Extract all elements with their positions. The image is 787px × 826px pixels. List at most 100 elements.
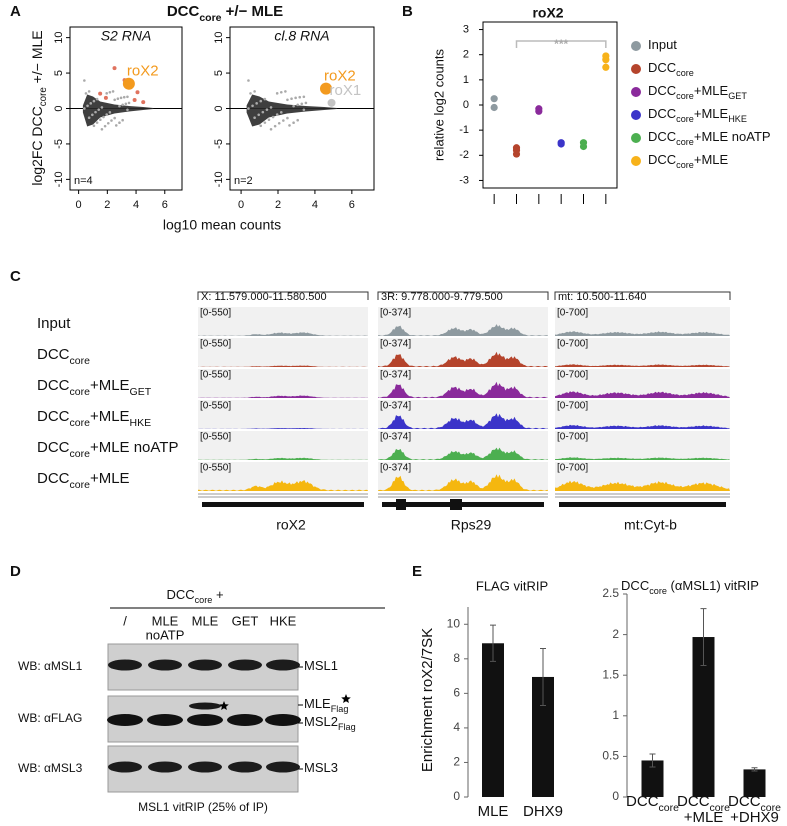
text-segment: DCC [37, 439, 70, 456]
background-point [126, 108, 129, 112]
background-point [84, 92, 88, 95]
background-point [296, 118, 299, 122]
text-segment: MSL3 [304, 760, 338, 775]
background-point [277, 121, 281, 125]
subscript: HKE [130, 417, 152, 429]
protein-band [227, 714, 263, 726]
lane-label: MLE [192, 613, 219, 628]
text-segment: DCC [167, 3, 200, 20]
sample-label: DCCcore [37, 346, 90, 367]
background-point [97, 108, 101, 111]
coverage-track [378, 447, 548, 460]
highlight-point [132, 97, 137, 102]
y-tick-label: 1 [612, 708, 619, 722]
sample-label: DCCcore+MLE [37, 470, 130, 491]
y-tick-label: 10 [53, 32, 65, 44]
legend-label: Input [648, 37, 677, 52]
subscript: GET [728, 91, 747, 101]
panel-label: C [10, 268, 21, 285]
star-icon [341, 694, 351, 703]
track-background [555, 431, 730, 460]
protein-band [265, 714, 301, 726]
text-segment: +MLE [90, 408, 130, 425]
track-range: [0-374] [380, 432, 411, 443]
highlight-point [98, 91, 103, 96]
text-segment: +MLE [694, 152, 729, 167]
subscript: core [761, 802, 782, 814]
text-segment: +MLE noATP [694, 129, 771, 144]
band-label: MSL3 [304, 760, 338, 775]
background-point [265, 108, 269, 111]
track-range: [0-374] [380, 463, 411, 474]
significance-label: *** [554, 37, 568, 51]
protein-band [148, 761, 182, 773]
track-range: [0-700] [557, 401, 588, 412]
replicate-point [490, 103, 498, 112]
background-point [122, 95, 126, 99]
sample-label: DCCcore+MLE noATP [37, 439, 178, 460]
x-tick-label: 6 [349, 199, 355, 211]
background-point [108, 90, 112, 94]
star-icon [219, 701, 229, 710]
legend-swatch [631, 87, 641, 97]
panel-label: A [10, 3, 21, 20]
text-segment: DCC [648, 60, 676, 75]
replicate-point [535, 107, 543, 115]
region-coords: mt: 10.500-11.640 [558, 291, 646, 303]
x-tick-label: DCCcore [626, 793, 679, 814]
y-tick-label: 2 [463, 49, 469, 61]
coverage-track [198, 457, 368, 460]
gene-name: roX2 [276, 517, 306, 533]
subscript: core [676, 91, 694, 101]
y-axis-label: Enrichment roX2/7SK [419, 628, 436, 772]
replicate-point [602, 56, 610, 64]
plot-subtitle: cl.8 RNA [274, 28, 329, 44]
subscript: core [70, 448, 91, 460]
coverage-track [555, 391, 730, 398]
exon [396, 499, 406, 510]
subscript: core [70, 479, 91, 491]
gene-model [382, 502, 544, 507]
background-point [127, 101, 131, 105]
background-point [255, 102, 258, 105]
track-range: [0-550] [200, 401, 231, 412]
background-point [121, 103, 124, 107]
gene-name: mt:Cyt-b [624, 517, 677, 533]
background-point [286, 116, 289, 120]
highlight-point [135, 90, 140, 95]
y-tick-label: 4 [453, 720, 460, 734]
background-point [263, 97, 267, 101]
gene-model [559, 502, 726, 507]
replicate-point [579, 142, 588, 151]
background-point [279, 90, 283, 94]
background-point [267, 118, 271, 122]
chart-title: roX2 [532, 5, 563, 21]
track-range: [0-374] [380, 308, 411, 319]
x-tick-label: +DHX9 [730, 809, 779, 826]
background-point [116, 97, 120, 100]
text-segment: +MLE [694, 83, 729, 98]
gene-point [122, 77, 135, 90]
track-range: [0-550] [200, 339, 231, 350]
replicate-point [490, 95, 498, 103]
background-point [273, 124, 277, 128]
background-point [87, 116, 91, 120]
background-point [282, 119, 285, 122]
gene-model [202, 502, 364, 507]
text-segment: MSL2 [304, 714, 338, 729]
n-label: n=2 [234, 175, 253, 187]
panel-label: B [402, 3, 413, 20]
region-coords: 3R: 9.778.000-9.779.500 [381, 291, 503, 303]
x-tick-label: 6 [162, 199, 168, 211]
text-segment: +MLE [90, 377, 130, 394]
protein-band [188, 761, 222, 773]
background-point [253, 116, 256, 120]
significance-bracket [515, 40, 607, 48]
background-point [106, 121, 110, 125]
coverage-track [555, 364, 730, 367]
chart-title: DCCcore (αMSL1) vitRIP [621, 578, 759, 596]
highlight-point [141, 100, 146, 105]
text-segment: MLE [304, 696, 331, 711]
background-point [95, 97, 99, 101]
text-segment: +/− MLE [222, 3, 284, 20]
